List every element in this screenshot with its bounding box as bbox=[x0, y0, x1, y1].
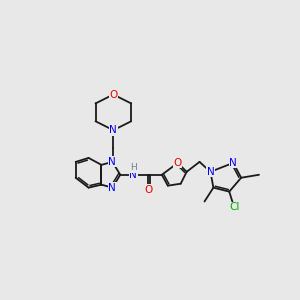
Text: N: N bbox=[109, 157, 116, 167]
Text: Cl: Cl bbox=[229, 202, 239, 212]
Text: N: N bbox=[229, 158, 237, 168]
Text: O: O bbox=[109, 89, 118, 100]
Text: N: N bbox=[109, 183, 116, 193]
Text: N: N bbox=[129, 170, 137, 180]
Text: O: O bbox=[144, 184, 152, 195]
Text: O: O bbox=[174, 158, 182, 168]
Text: H: H bbox=[130, 163, 136, 172]
Text: N: N bbox=[110, 125, 117, 135]
Text: N: N bbox=[207, 167, 214, 177]
